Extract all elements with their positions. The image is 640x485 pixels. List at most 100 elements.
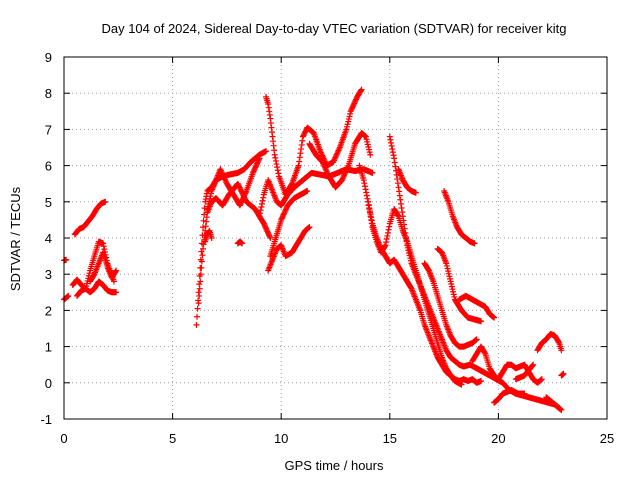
data-point [491, 314, 498, 321]
y-axis-label: SDTVAR / TECUs [8, 186, 23, 291]
series-arc-10 [202, 227, 215, 245]
data-point [256, 155, 263, 162]
data-point [208, 235, 215, 241]
grid-lines [64, 57, 607, 419]
data-point [262, 148, 269, 155]
data-point [298, 141, 305, 148]
series-arc-23 [441, 187, 478, 247]
y-tick-label: 3 [45, 267, 52, 282]
data-point [258, 203, 265, 210]
data-point [395, 184, 402, 191]
data-point [368, 220, 375, 227]
data-point [358, 86, 365, 93]
data-point [365, 202, 372, 209]
data-point [400, 217, 407, 224]
data-point [401, 221, 408, 228]
data-point [397, 200, 404, 207]
data-point [473, 336, 480, 343]
data-point [297, 150, 304, 157]
series-arc-14 [265, 224, 313, 274]
data-point [458, 381, 465, 388]
data-point [538, 376, 545, 383]
series-arc-13 [262, 86, 365, 198]
x-tick-label: 0 [60, 431, 67, 446]
y-tick-label: 6 [45, 159, 52, 174]
y-tick-label: 8 [45, 86, 52, 101]
data-point [200, 224, 207, 231]
data-point [306, 224, 313, 231]
data-point [260, 194, 267, 201]
data-point [200, 217, 207, 224]
series-arc-06 [87, 249, 120, 285]
data-point [383, 239, 390, 246]
data-point [383, 236, 390, 243]
data-point [385, 226, 392, 233]
data-point [391, 159, 398, 166]
series-arc-21 [421, 260, 480, 350]
x-tick-label: 10 [274, 431, 288, 446]
data-point [298, 146, 305, 153]
data-point [363, 189, 370, 196]
series-arc-20 [395, 166, 419, 196]
data-point [272, 154, 279, 161]
data-point [256, 213, 263, 220]
data-point [389, 149, 396, 156]
data-point [366, 206, 373, 213]
data-point [361, 180, 368, 187]
series-arc-12 [256, 166, 376, 220]
data-point [384, 229, 391, 236]
y-tick-label: 7 [45, 122, 52, 137]
data-point [412, 189, 419, 196]
data-point [198, 264, 205, 271]
series-arc-27 [512, 361, 537, 383]
data-point [101, 246, 108, 253]
data-point [271, 151, 278, 158]
data-point [471, 240, 478, 247]
data-point [402, 233, 409, 240]
data-point [384, 232, 391, 239]
data-point [398, 205, 405, 212]
data-point [365, 198, 372, 205]
data-point [396, 188, 403, 195]
data-point [388, 139, 395, 146]
data-point [100, 243, 107, 250]
data-point [239, 240, 246, 247]
data-point [556, 405, 563, 412]
x-tick-label: 5 [169, 431, 176, 446]
data-point [360, 177, 367, 184]
x-tick-label: 20 [491, 431, 505, 446]
data-point [197, 271, 204, 278]
data-point [195, 300, 202, 307]
x-tick-label: 25 [600, 431, 614, 446]
data-point [366, 209, 373, 216]
data-point [194, 305, 201, 312]
data-point [381, 243, 388, 250]
data-point [392, 163, 399, 170]
series-arc-22 [434, 245, 485, 325]
data-point [478, 377, 485, 384]
data-point [295, 162, 302, 169]
y-tick-label: 2 [45, 303, 52, 318]
data-point [198, 258, 205, 265]
data-point [529, 362, 536, 369]
data-point [481, 349, 488, 356]
data-point [367, 213, 374, 220]
data-point [196, 292, 203, 299]
data-point [102, 198, 109, 205]
data-points [61, 86, 567, 413]
chart-title: Day 104 of 2024, Sidereal Day-to-day VTE… [101, 21, 566, 36]
data-point [275, 170, 282, 177]
data-point [267, 235, 274, 241]
series-arc-07 [193, 148, 269, 328]
plot-frame [63, 56, 608, 420]
data-point [304, 187, 311, 194]
data-point [273, 161, 280, 168]
data-point [394, 180, 401, 187]
data-point [274, 167, 281, 174]
series-arc-08 [195, 180, 274, 307]
data-point [257, 207, 264, 214]
data-point [391, 155, 398, 162]
data-point [110, 278, 117, 285]
